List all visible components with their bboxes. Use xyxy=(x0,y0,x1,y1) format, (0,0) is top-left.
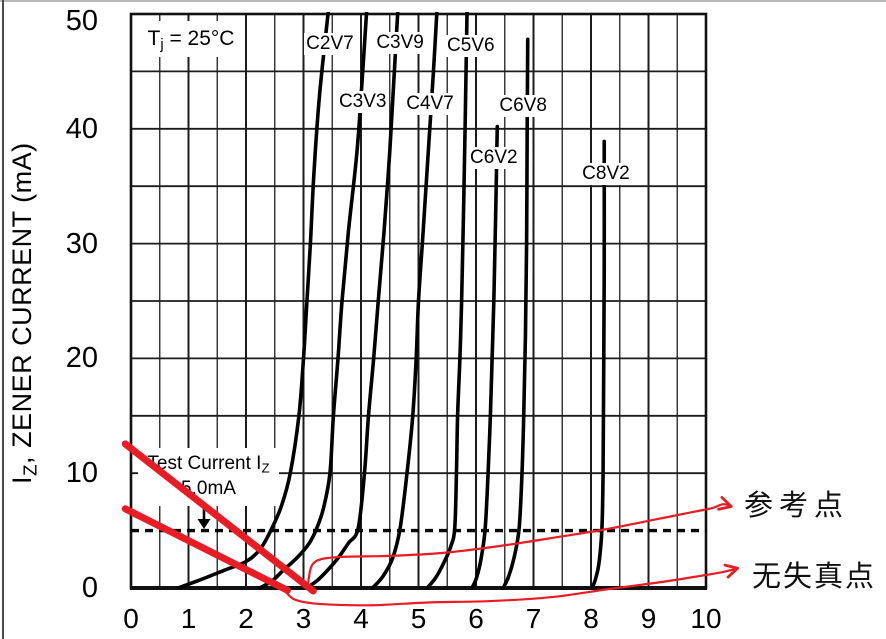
curve-label-c2v7: C2V7 xyxy=(303,32,356,55)
x-tick-3: 3 xyxy=(295,603,312,634)
curve-c5v6 xyxy=(425,12,469,590)
test-current-value: 5.0mA xyxy=(181,478,236,499)
y-tick-10: 10 xyxy=(65,457,98,490)
x-tick-10: 10 xyxy=(690,603,722,634)
x-tick-7: 7 xyxy=(525,603,542,634)
y-axis-title-text: , ZENER CURRENT (mA) xyxy=(7,142,37,464)
curve-c8v2 xyxy=(590,139,607,590)
x-tick-6: 6 xyxy=(468,603,484,634)
callout-arrowhead-0 xyxy=(717,496,733,511)
load-line-lower xyxy=(121,505,291,594)
x-tick-1: 1 xyxy=(180,603,197,634)
page-top-edge xyxy=(0,0,886,2)
x-tick-5: 5 xyxy=(410,603,427,634)
callout-arrowhead-1 xyxy=(723,563,740,579)
tj-symbol: T xyxy=(147,27,161,50)
test-current-arrow-head xyxy=(197,519,211,529)
x-tick-9: 9 xyxy=(640,603,657,634)
no-distortion-point-label: 无失真点 xyxy=(752,559,877,593)
x-tick-4: 4 xyxy=(353,603,369,634)
curve-c4v7 xyxy=(370,12,439,590)
y-tick-0: 0 xyxy=(81,572,98,604)
y-tick-20: 20 xyxy=(65,342,98,375)
reference-point-label: 参考点 xyxy=(744,488,850,522)
curve-label-c3v3: C3V3 xyxy=(336,91,389,114)
y-tick-30: 30 xyxy=(65,227,98,260)
test-current-subscript: Z xyxy=(261,460,270,476)
y-tick-40: 40 xyxy=(65,112,98,145)
callout-line-1 xyxy=(285,567,739,607)
y-axis-title: IZ, ZENER CURRENT (mA) xyxy=(7,142,41,484)
x-tick-0: 0 xyxy=(123,603,139,634)
test-current-text: Test Current I xyxy=(147,453,262,474)
curve-label-c6v2: C6V2 xyxy=(467,146,520,169)
curve-c6v8 xyxy=(501,37,530,590)
tj-value: = 25°C xyxy=(163,27,235,50)
test-current-note: Test Current IZ 5.0mA xyxy=(138,448,279,506)
page-left-edge xyxy=(2,0,4,639)
callout-line-0 xyxy=(307,503,733,585)
junction-temperature-note: Tj = 25°C xyxy=(139,21,243,57)
test-current-line1: Test Current IZ xyxy=(138,448,279,477)
y-axis-title-symbol: I xyxy=(7,475,37,484)
curve-c3v9 xyxy=(305,12,400,590)
x-tick-8: 8 xyxy=(583,603,599,634)
x-tick-2: 2 xyxy=(238,603,254,634)
curve-label-c5v6: C5V6 xyxy=(444,35,497,58)
curve-c6v2 xyxy=(470,124,500,590)
curve-label-c8v2: C8V2 xyxy=(579,162,632,185)
curve-label-c3v9: C3V9 xyxy=(374,31,427,54)
tj-subscript: j xyxy=(160,37,164,54)
y-tick-50: 50 xyxy=(65,5,98,37)
curve-label-c6v8: C6V8 xyxy=(497,94,550,117)
curve-label-c4v7: C4V7 xyxy=(404,92,456,115)
